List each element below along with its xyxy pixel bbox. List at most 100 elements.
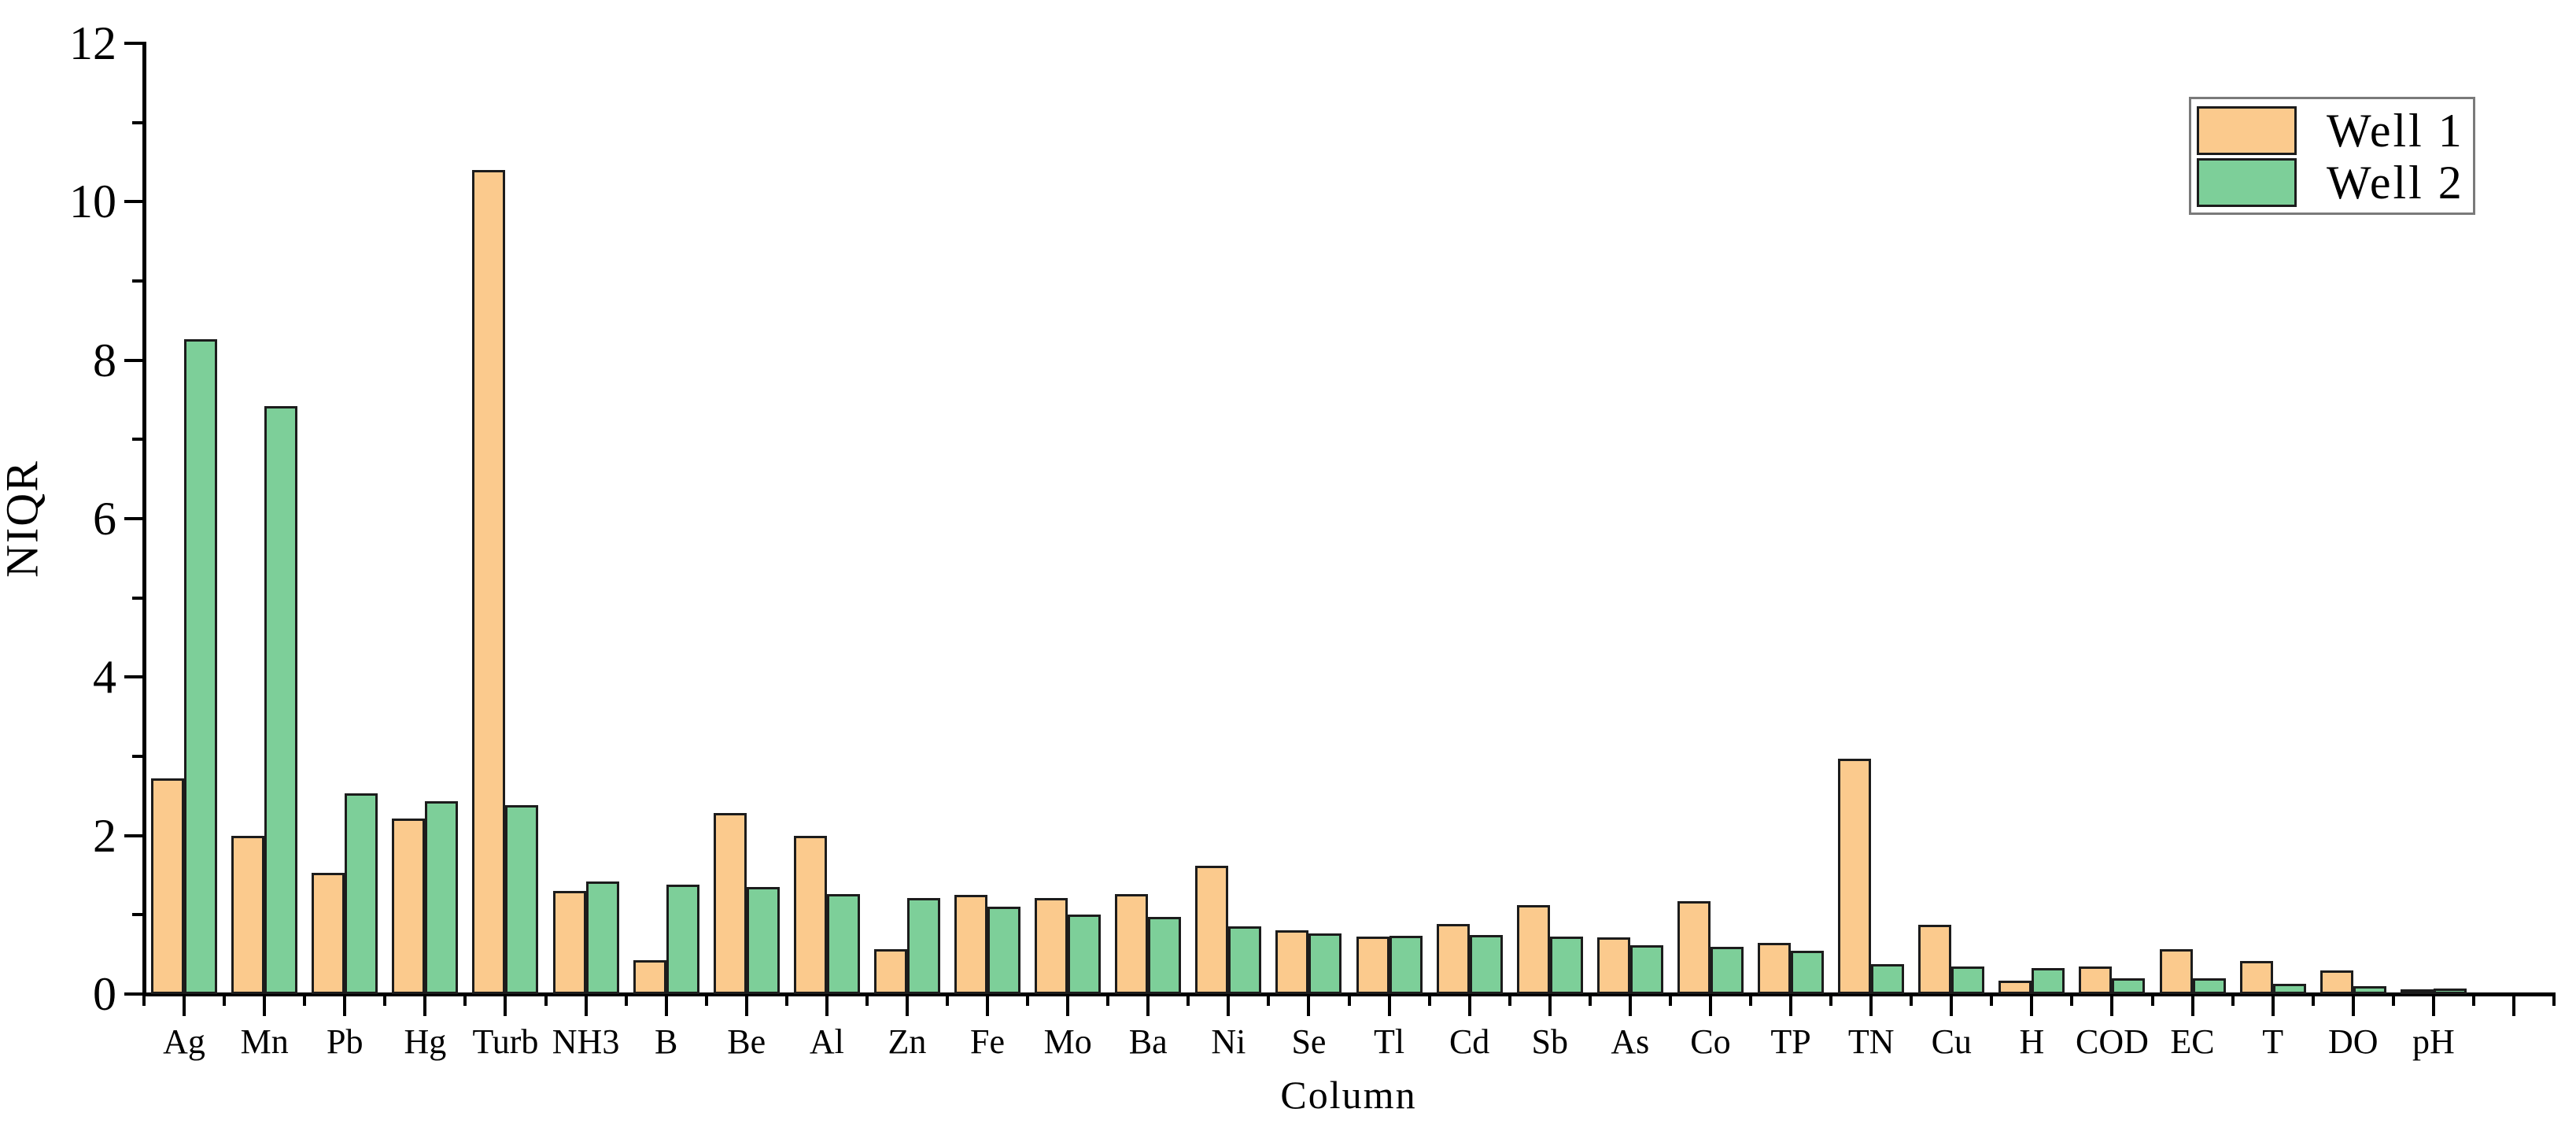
x-tick-major-4 bbox=[504, 996, 507, 1016]
y-tick-2 bbox=[124, 833, 142, 837]
y-tick-label-12: 12 bbox=[69, 17, 116, 69]
bar-well1-Turb bbox=[472, 170, 506, 994]
bar-well2-Turb bbox=[505, 805, 539, 994]
bar-well1-COD bbox=[2079, 966, 2113, 994]
y-tick-0 bbox=[124, 992, 142, 996]
plot-area bbox=[124, 42, 2556, 1016]
y-tick-7 bbox=[132, 438, 142, 442]
x-tick-major-22 bbox=[1950, 996, 1954, 1016]
y-tick-10 bbox=[124, 200, 142, 204]
x-tick-label-NH3: NH3 bbox=[552, 1022, 620, 1061]
x-axis-line bbox=[142, 992, 2556, 996]
bar-well1-Sb bbox=[1516, 905, 1550, 994]
x-tick-label-H: H bbox=[2019, 1022, 2045, 1061]
x-tick-major-14 bbox=[1307, 996, 1311, 1016]
x-tick-minor-17 bbox=[1508, 996, 1511, 1006]
x-tick-major-5 bbox=[584, 996, 588, 1016]
bar-well1-Zn bbox=[873, 948, 907, 994]
x-tick-label-Tl: Tl bbox=[1373, 1022, 1405, 1061]
bar-well2-EC bbox=[2192, 978, 2226, 994]
x-tick-label-Al: Al bbox=[809, 1022, 844, 1061]
bar-well1-B bbox=[633, 959, 666, 994]
x-tick-major-29 bbox=[2511, 996, 2515, 1016]
bar-well2-Be bbox=[746, 887, 780, 994]
bar-well2-As bbox=[1629, 944, 1663, 994]
x-tick-label-Be: Be bbox=[727, 1022, 766, 1061]
y-tick-3 bbox=[132, 755, 142, 758]
x-tick-label-Cd: Cd bbox=[1449, 1022, 1490, 1061]
x-tick-major-21 bbox=[1869, 996, 1873, 1016]
y-tick-9 bbox=[132, 279, 142, 283]
x-tick-minor-14 bbox=[1267, 996, 1271, 1006]
bar-well2-Se bbox=[1308, 933, 1342, 994]
x-tick-major-2 bbox=[343, 996, 347, 1016]
x-tick-minor-6 bbox=[624, 996, 628, 1006]
x-tick-major-17 bbox=[1548, 996, 1552, 1016]
bar-well1-TP bbox=[1758, 942, 1792, 994]
x-tick-minor-7 bbox=[704, 996, 708, 1006]
y-tick-label-8: 8 bbox=[93, 334, 116, 386]
legend-item-well2: Well 2 bbox=[2197, 157, 2473, 209]
bar-well1-Mo bbox=[1035, 898, 1068, 994]
bar-well2-Co bbox=[1710, 946, 1744, 994]
x-tick-label-B: B bbox=[654, 1022, 678, 1061]
x-tick-major-20 bbox=[1789, 996, 1793, 1016]
x-tick-minor-19 bbox=[1668, 996, 1672, 1006]
x-tick-major-3 bbox=[423, 996, 427, 1016]
bar-well2-Mo bbox=[1068, 915, 1102, 994]
y-tick-6 bbox=[124, 517, 142, 520]
x-tick-major-25 bbox=[2190, 996, 2194, 1016]
x-tick-minor-1 bbox=[223, 996, 227, 1006]
x-tick-label-Se: Se bbox=[1291, 1022, 1327, 1061]
y-axis-line bbox=[142, 42, 146, 996]
x-tick-minor-23 bbox=[1990, 996, 1994, 1006]
x-tick-label-Ba: Ba bbox=[1128, 1022, 1168, 1061]
x-tick-minor-26 bbox=[2231, 996, 2235, 1006]
x-tick-major-16 bbox=[1467, 996, 1471, 1016]
y-tick-label-0: 0 bbox=[93, 968, 116, 1020]
bar-well2-pH bbox=[2433, 988, 2467, 994]
x-tick-minor-8 bbox=[784, 996, 788, 1006]
x-tick-minor-12 bbox=[1106, 996, 1110, 1006]
x-tick-major-1 bbox=[263, 996, 267, 1016]
x-tick-major-8 bbox=[825, 996, 829, 1016]
x-axis-title: Column bbox=[1280, 1073, 1417, 1117]
y-tick-5 bbox=[132, 596, 142, 600]
bar-well1-H bbox=[1998, 980, 2032, 994]
bar-well1-Co bbox=[1677, 901, 1711, 994]
x-tick-minor-15 bbox=[1347, 996, 1351, 1006]
bar-well2-Sb bbox=[1549, 936, 1583, 994]
y-tick-label-4: 4 bbox=[93, 651, 116, 704]
bar-well1-Ni bbox=[1195, 865, 1229, 994]
x-tick-label-TP: TP bbox=[1770, 1022, 1811, 1061]
bar-well1-As bbox=[1596, 937, 1630, 994]
x-tick-major-9 bbox=[905, 996, 909, 1016]
x-tick-minor-22 bbox=[1910, 996, 1914, 1006]
x-tick-minor-3 bbox=[383, 996, 387, 1006]
x-tick-label-Cu: Cu bbox=[1931, 1022, 1972, 1061]
x-tick-minor-29 bbox=[2471, 996, 2475, 1006]
bar-well1-Fe bbox=[954, 895, 988, 994]
x-tick-major-18 bbox=[1628, 996, 1632, 1016]
bar-well2-DO bbox=[2353, 985, 2386, 994]
bar-well1-Ba bbox=[1115, 894, 1149, 994]
x-tick-label-Zn: Zn bbox=[888, 1022, 927, 1061]
x-tick-minor-5 bbox=[544, 996, 548, 1006]
y-tick-label-6: 6 bbox=[93, 493, 116, 545]
x-tick-major-23 bbox=[2030, 996, 2034, 1016]
x-tick-label-COD: COD bbox=[2075, 1022, 2149, 1061]
x-tick-label-Ag: Ag bbox=[163, 1022, 205, 1061]
x-tick-label-Fe: Fe bbox=[970, 1022, 1006, 1061]
bar-well2-NH3 bbox=[585, 881, 619, 994]
legend-label-well1: Well 1 bbox=[2327, 105, 2464, 157]
bar-well2-TP bbox=[1791, 950, 1825, 994]
y-tick-12 bbox=[124, 42, 142, 45]
legend-item-well1: Well 1 bbox=[2197, 105, 2473, 157]
well2-swatch bbox=[2197, 158, 2297, 207]
bar-well1-Pb bbox=[312, 872, 345, 994]
bar-well2-Cu bbox=[1951, 966, 1985, 994]
x-tick-major-12 bbox=[1146, 996, 1150, 1016]
bar-well1-Cd bbox=[1436, 924, 1470, 994]
bar-well1-DO bbox=[2320, 970, 2353, 994]
x-tick-minor-30 bbox=[2552, 996, 2556, 1006]
